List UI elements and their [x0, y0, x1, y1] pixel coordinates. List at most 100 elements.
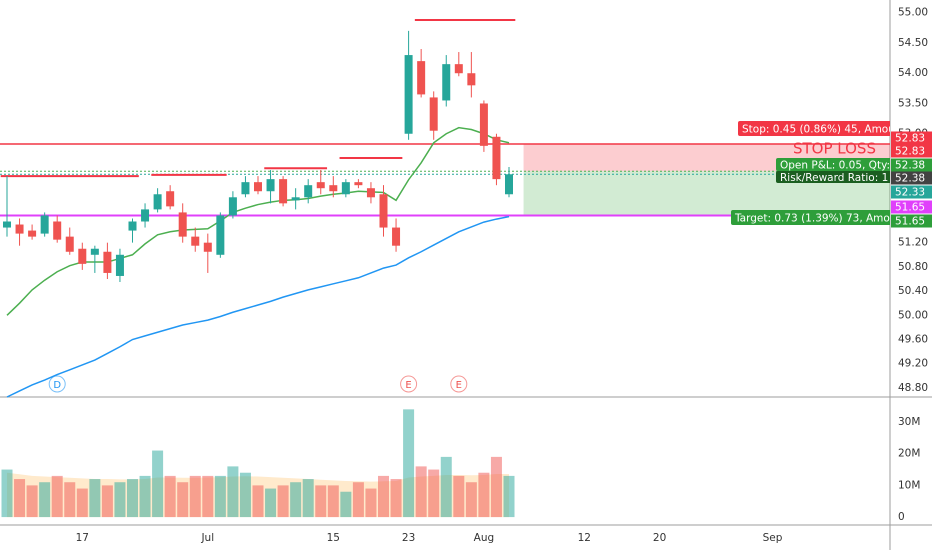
candle-body	[354, 182, 363, 186]
candle-body	[266, 179, 275, 192]
candle-body	[15, 224, 24, 234]
volume-bar	[202, 475, 214, 518]
volume-bar	[51, 475, 63, 518]
candle-body	[203, 242, 212, 252]
candle-body	[304, 185, 313, 198]
candle-body	[228, 197, 237, 216]
candle-body	[492, 136, 501, 180]
moving-average	[6, 215, 510, 398]
price-tag: 52.38	[895, 173, 925, 185]
x-tick-label: Jul	[200, 532, 214, 544]
candle-body	[442, 64, 451, 101]
y-tick-label: 49.60	[898, 334, 928, 346]
volume-bar	[440, 456, 452, 518]
volume-bar	[114, 482, 126, 518]
target-text: Target: 0.73 (1.39%) 73, Amou	[734, 213, 897, 225]
volume-bar	[302, 479, 314, 518]
y-tick-label: 50.40	[898, 285, 928, 297]
volume-tick-label: 20M	[898, 448, 920, 460]
event-label: E	[405, 380, 411, 391]
volume-bar	[365, 488, 377, 518]
candle-body	[329, 185, 338, 192]
stop-text: Stop: 0.45 (0.86%) 45, Amou	[742, 124, 895, 136]
volume-bar	[290, 482, 302, 518]
volume-bar	[14, 479, 26, 518]
y-tick-label: 49.20	[898, 358, 928, 370]
volume-bar	[76, 488, 88, 518]
volume-tick-label: 10M	[898, 479, 920, 491]
volume-bar	[127, 479, 138, 518]
candle-body	[28, 230, 37, 237]
volume-bar	[89, 479, 101, 518]
plot-area: D E E Stop: 0.45 (0.86%) 45, Amou STOP LOSS O…	[0, 18, 897, 518]
volume-bar	[352, 482, 364, 518]
volume-bar	[177, 482, 189, 518]
candle-body	[78, 248, 87, 264]
volume-bar	[453, 475, 465, 518]
price-tag: 52.33	[895, 187, 925, 199]
candle-body	[241, 182, 250, 195]
volume-bar	[378, 475, 389, 518]
volume-bar	[214, 475, 226, 518]
volume-bar	[327, 485, 339, 518]
volume-bar	[478, 472, 490, 518]
volume-bar	[239, 472, 251, 518]
volume-bar	[490, 456, 502, 518]
price-tag: 52.83	[895, 133, 925, 145]
price-tag-box	[891, 200, 932, 214]
x-tick-label: 17	[76, 532, 89, 544]
price-tag-box	[891, 185, 932, 199]
price-tag-box	[891, 214, 932, 228]
candle-body	[216, 215, 225, 255]
candle-body	[90, 248, 99, 255]
event-marker	[450, 375, 468, 393]
moving-average	[6, 126, 510, 316]
candle-body	[379, 194, 388, 228]
x-tick-label: 15	[327, 532, 340, 544]
volume-bar	[26, 485, 38, 518]
x-tick-label: Sep	[763, 532, 783, 544]
candle-body	[153, 194, 162, 210]
candle-body	[65, 236, 74, 252]
volume-bar	[503, 475, 515, 518]
pnl-text-box	[776, 158, 890, 171]
stop-text-box	[738, 121, 890, 136]
volume-bar	[139, 475, 151, 518]
candle-body	[178, 212, 187, 237]
candle-body	[417, 61, 426, 95]
volume-bar	[428, 469, 440, 518]
volume-tick-label: 30M	[898, 416, 920, 428]
volume-bar	[152, 450, 164, 518]
candle-body	[291, 197, 300, 201]
event-marker	[48, 375, 66, 393]
candle-body	[40, 215, 49, 234]
price-tag: 52.38	[895, 160, 925, 172]
price-tag: 52.83	[895, 146, 925, 158]
price-tag: 51.65	[895, 216, 925, 228]
volume-bar	[340, 491, 352, 518]
candle-body	[505, 174, 513, 195]
pivot-line	[0, 18, 516, 178]
candle-body	[166, 191, 175, 207]
volume-bar	[64, 482, 76, 518]
volume-bar	[277, 485, 289, 518]
x-tick-label: 20	[653, 532, 666, 544]
volume-bar	[465, 482, 477, 518]
candle-body	[191, 236, 200, 246]
y-tick-label: 55.00	[898, 7, 928, 19]
volume-bar	[164, 475, 176, 518]
volume-bar	[1, 469, 13, 518]
candle-body	[103, 251, 112, 273]
candle-body	[128, 221, 137, 231]
volume-bar	[39, 482, 51, 518]
volume-tick-label: 0	[898, 511, 905, 523]
rr-text: Risk/Reward Ratio: 1	[780, 172, 888, 184]
candle-body	[254, 182, 262, 192]
volume-bar	[227, 466, 239, 518]
y-tick-label: 54.00	[898, 67, 928, 79]
candle-body	[454, 64, 463, 74]
price-tag-box	[891, 171, 932, 185]
candle-body	[279, 179, 288, 204]
